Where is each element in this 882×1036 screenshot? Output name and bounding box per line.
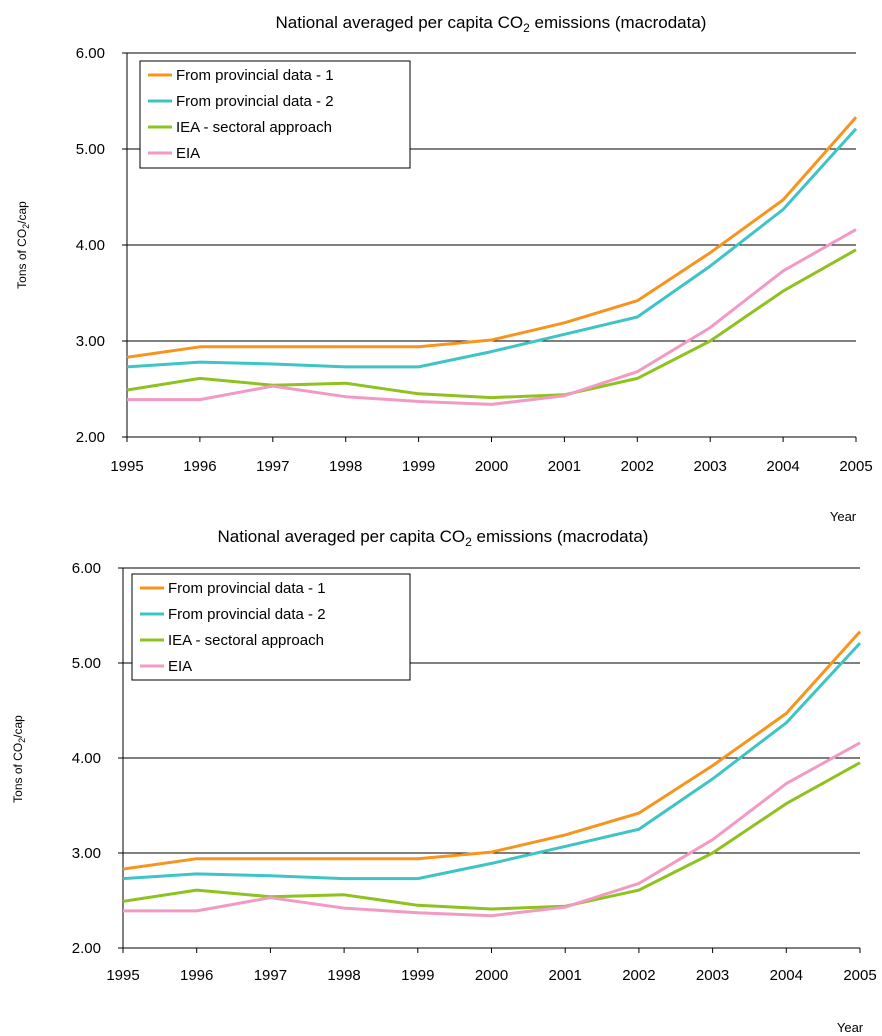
series-line-4 xyxy=(127,228,857,406)
legend-label-2: From provincial data - 2 xyxy=(176,93,334,110)
chart-bottom: 2.00 3.00 4.00 5.00 6.00 1995 1996 1997 1998 1999… xyxy=(0,512,882,1036)
series-line-1 xyxy=(122,630,862,871)
x-tick-label: 2001 xyxy=(549,967,582,984)
y-axis-title: Tons of CO2/cap xyxy=(15,201,31,289)
x-tick-label: 1996 xyxy=(183,458,216,475)
y-tick-label: 4.00 xyxy=(76,237,105,254)
series-line-3 xyxy=(122,761,861,911)
y-tick-label: 4.00 xyxy=(72,750,101,767)
legend-box xyxy=(131,573,411,681)
chart-top-svg: 2.00 3.00 4.00 5.00 6.00 1995 1996 1997 1998 1999… xyxy=(15,13,873,524)
legend: From provincial data - 1 From provincial … xyxy=(131,573,411,681)
x-tick-label: 1996 xyxy=(180,967,213,984)
x-tick-label: 1998 xyxy=(329,458,362,475)
chart-title: National averaged per capita CO2 emissio… xyxy=(276,13,707,35)
series-line-4 xyxy=(123,741,861,918)
series-line-2 xyxy=(122,642,862,881)
y-tick-label: 3.00 xyxy=(76,333,105,350)
y-tick-label: 3.00 xyxy=(72,845,101,862)
y-tick-label: 2.00 xyxy=(72,940,101,957)
y-tick-label: 5.00 xyxy=(76,141,105,158)
y-tick-label: 2.00 xyxy=(76,429,105,446)
x-tick-label: 2002 xyxy=(622,967,655,984)
x-tick-label: 2005 xyxy=(839,458,872,475)
legend-label-3: IEA - sectoral approach xyxy=(168,632,324,649)
legend: From provincial data - 1 From provincial … xyxy=(139,60,411,169)
legend-label-4: EIA xyxy=(176,145,200,162)
x-tick-label: 2004 xyxy=(770,967,803,984)
x-tick-label: 1995 xyxy=(110,458,143,475)
x-tick-label: 2005 xyxy=(843,967,876,984)
x-tick-label: 1997 xyxy=(254,967,287,984)
y-axis-title: Tons of CO2/cap xyxy=(11,715,27,803)
legend-label-3: IEA - sectoral approach xyxy=(176,119,332,136)
series-line-2 xyxy=(126,127,858,369)
legend-label-1: From provincial data - 1 xyxy=(168,580,326,597)
x-tick-label: 2003 xyxy=(694,458,727,475)
chart-top: 2.00 3.00 4.00 5.00 6.00 1995 1996 1997 1998 1999… xyxy=(15,13,873,524)
x-tick-label: 2004 xyxy=(766,458,799,475)
x-tick-label: 1999 xyxy=(402,458,435,475)
chart-bottom-svg: 2.00 3.00 4.00 5.00 6.00 1995 1996 1997 1998 1999… xyxy=(11,527,877,1035)
series-line-3 xyxy=(126,248,857,400)
series-line-1 xyxy=(126,116,858,359)
legend-label-2: From provincial data - 2 xyxy=(168,606,326,623)
x-tick-label: 2000 xyxy=(475,967,508,984)
chart-title: National averaged per capita CO2 emissio… xyxy=(218,527,649,549)
x-tick-label: 2003 xyxy=(696,967,729,984)
y-tick-label: 6.00 xyxy=(72,560,101,577)
x-tick-label: 1999 xyxy=(401,967,434,984)
legend-label-1: From provincial data - 1 xyxy=(176,67,334,84)
x-axis-title: Year xyxy=(830,509,857,524)
x-tick-label: 2002 xyxy=(621,458,654,475)
legend-box xyxy=(139,60,411,169)
x-tick-label: 2001 xyxy=(548,458,581,475)
x-tick-label: 1997 xyxy=(256,458,289,475)
y-tick-label: 5.00 xyxy=(72,655,101,672)
legend-label-4: EIA xyxy=(168,658,192,675)
x-tick-label: 2000 xyxy=(475,458,508,475)
x-tick-label: 1998 xyxy=(327,967,360,984)
x-axis-title: Year xyxy=(837,1020,864,1035)
x-tick-label: 1995 xyxy=(106,967,139,984)
y-tick-label: 6.00 xyxy=(76,45,105,62)
